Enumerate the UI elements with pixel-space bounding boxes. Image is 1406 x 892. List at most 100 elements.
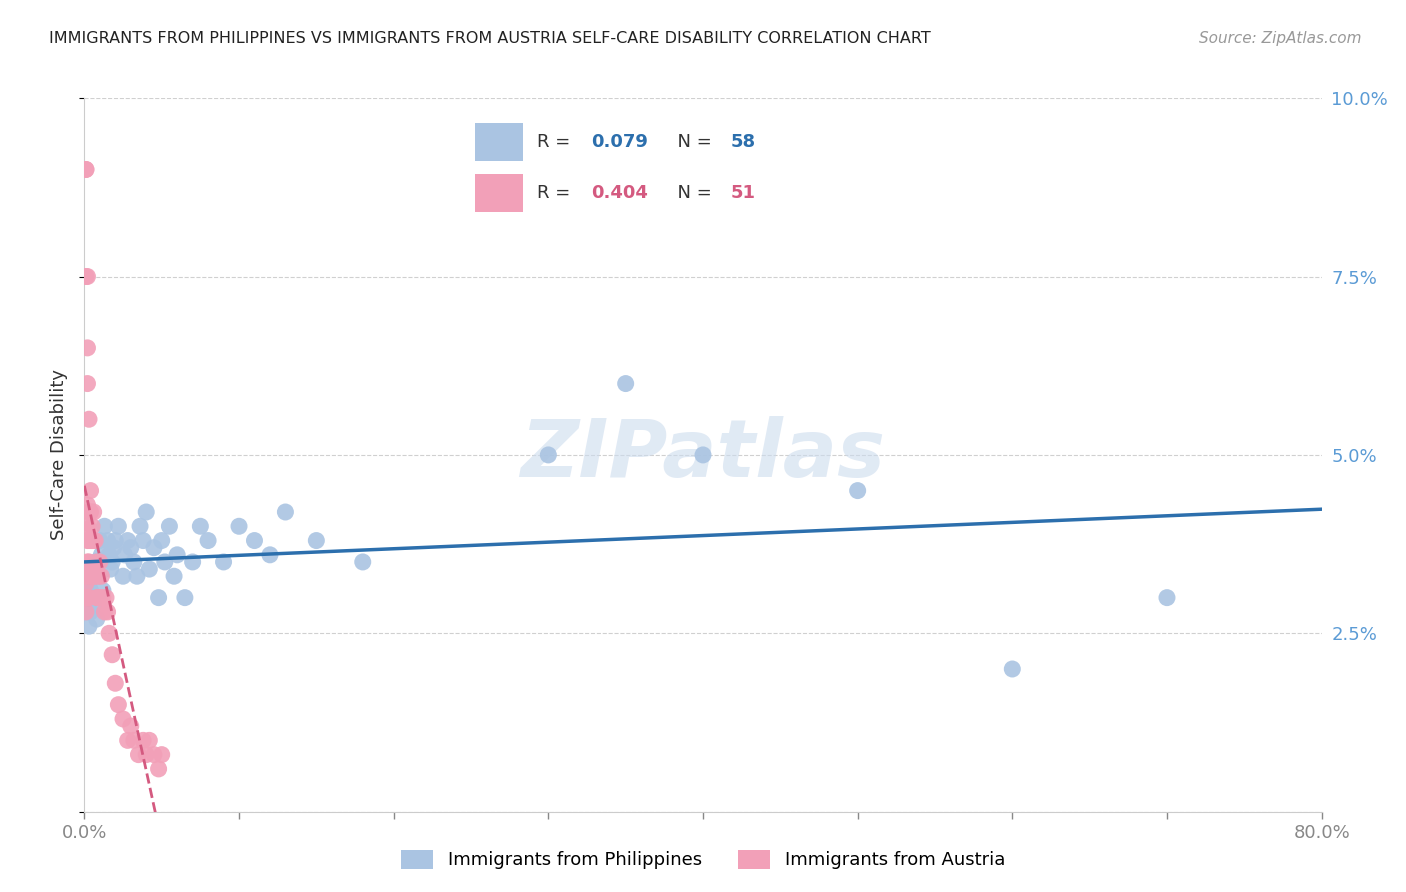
Point [84,555,107,569]
Point [259,548,281,562]
Point [82,591,104,605]
Point [305,533,328,548]
Point [135,505,157,519]
Point [97,533,120,548]
Point [86,612,108,626]
Point [100,562,122,576]
Point [122,733,145,747]
Point [243,533,266,548]
Point [82,569,104,583]
Point [94,591,117,605]
Point [77,591,100,605]
Point [87,569,110,583]
Point [150,747,173,762]
Point [174,591,197,605]
Text: Source: ZipAtlas.com: Source: ZipAtlas.com [1198,31,1361,46]
Point [76,533,98,548]
Point [614,376,637,391]
Point [1001,662,1024,676]
Point [352,555,374,569]
Point [138,562,160,576]
Point [79,505,101,519]
Point [75,569,97,583]
Y-axis label: Self-Care Disability: Self-Care Disability [51,369,69,541]
Point [77,576,100,591]
Point [120,541,142,555]
Point [76,376,98,391]
Point [132,533,155,548]
Point [159,519,181,533]
Point [77,619,100,633]
Point [163,569,186,583]
Point [76,555,98,569]
Point [75,162,97,177]
Point [75,591,97,605]
Point [117,533,139,548]
Point [76,591,98,605]
Point [846,483,869,498]
Point [76,591,98,605]
Point [79,583,101,598]
Legend: Immigrants from Philippines, Immigrants from Austria: Immigrants from Philippines, Immigrants … [392,841,1014,879]
Point [125,569,148,583]
Point [112,569,135,583]
Point [132,733,155,747]
Point [129,519,152,533]
Point [77,505,100,519]
Point [84,533,107,548]
Point [75,162,97,177]
Point [112,712,135,726]
Point [1156,591,1178,605]
Point [143,747,166,762]
Point [117,733,139,747]
Point [212,555,235,569]
Point [143,541,166,555]
Point [97,605,120,619]
Point [75,269,97,284]
Point [188,519,212,533]
Point [181,555,204,569]
Point [79,533,101,548]
Point [148,591,170,605]
Point [128,747,150,762]
Point [104,533,127,548]
Point [82,519,104,533]
Point [107,698,129,712]
Point [228,519,250,533]
Point [89,533,111,548]
Point [76,498,98,512]
Point [87,569,110,583]
Point [93,519,115,533]
Point [75,605,97,619]
Point [537,448,560,462]
Point [83,505,105,519]
Point [89,555,111,569]
Text: ZIPatlas: ZIPatlas [520,416,886,494]
Point [75,576,97,591]
Point [153,555,176,569]
Point [274,505,297,519]
Point [90,569,112,583]
Point [93,605,115,619]
Text: IMMIGRANTS FROM PHILIPPINES VS IMMIGRANTS FROM AUSTRIA SELF-CARE DISABILITY CORR: IMMIGRANTS FROM PHILIPPINES VS IMMIGRANT… [49,31,931,46]
Point [76,269,98,284]
Point [87,591,110,605]
Point [197,533,219,548]
Point [82,562,104,576]
Point [148,762,170,776]
Point [77,412,100,426]
Point [114,548,136,562]
Point [104,676,127,690]
Point [107,519,129,533]
Point [76,519,98,533]
Point [89,591,111,605]
Point [76,341,98,355]
Point [692,448,714,462]
Point [86,591,108,605]
Point [86,555,108,569]
Point [82,533,104,548]
Point [83,533,105,548]
Point [77,533,100,548]
Point [83,598,105,612]
Point [83,569,105,583]
